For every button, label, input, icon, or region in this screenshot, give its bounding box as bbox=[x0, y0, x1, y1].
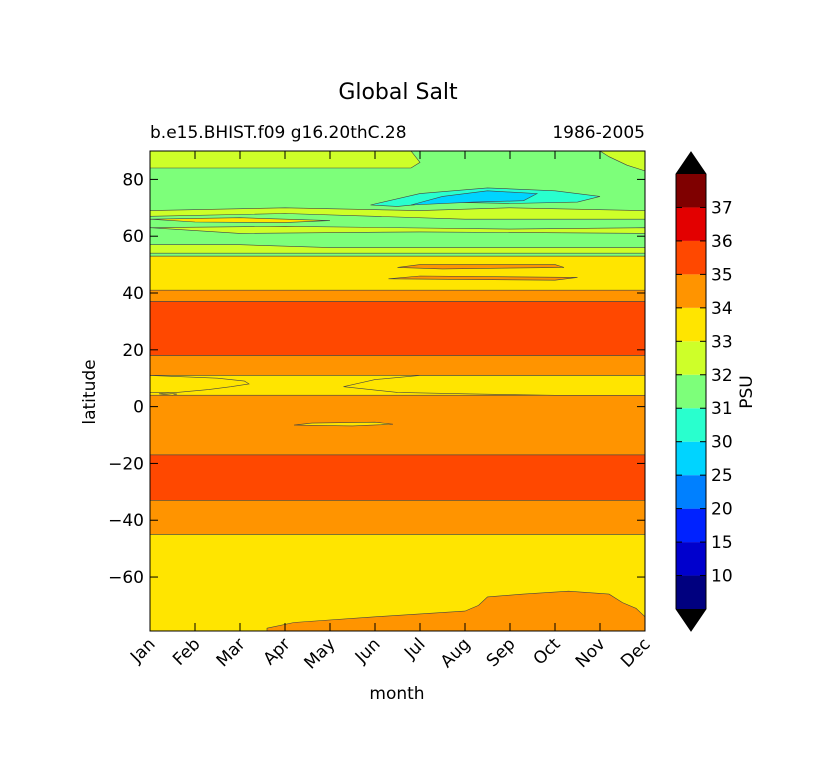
contour-band bbox=[150, 255, 645, 291]
colorbar-tick-label: 33 bbox=[711, 332, 733, 352]
contour-band bbox=[150, 454, 645, 501]
colorbar-segment bbox=[676, 341, 706, 375]
x-tick-label: Jan bbox=[126, 634, 159, 667]
colorbar-tick-label: 32 bbox=[711, 366, 733, 386]
colorbar-segment bbox=[676, 542, 706, 576]
contour-band bbox=[150, 394, 645, 456]
y-tick-label: −20 bbox=[108, 454, 144, 474]
colorbar-segment bbox=[676, 408, 706, 442]
x-tick-label: Sep bbox=[483, 634, 520, 671]
x-tick-label: Dec bbox=[617, 634, 654, 671]
y-tick-label: 60 bbox=[122, 227, 144, 247]
chart-subtitle-left: b.e15.BHIST.f09 g16.20thC.28 bbox=[150, 123, 407, 143]
y-axis-label: latitude bbox=[80, 359, 100, 424]
colorbar-tick-label: 15 bbox=[711, 533, 733, 553]
contour-region-yellow-strip bbox=[150, 207, 645, 220]
colorbar-tick-label: 35 bbox=[711, 265, 733, 285]
contour-fill bbox=[150, 151, 645, 631]
x-tick-label: Feb bbox=[169, 634, 204, 669]
x-tick-label: May bbox=[301, 634, 340, 673]
colorbar: 10 15 20 25 30 31 32 33 34 35 36 37 bbox=[675, 151, 733, 632]
x-tick-label: Jun bbox=[351, 634, 385, 668]
contour-band bbox=[150, 301, 645, 356]
y-tick-label: 40 bbox=[122, 284, 144, 304]
colorbar-extend-min bbox=[676, 609, 706, 631]
contour-band bbox=[150, 500, 645, 535]
colorbar-frame bbox=[675, 151, 707, 632]
contour-region-sliver-2 bbox=[388, 275, 578, 281]
x-tick-label: Aug bbox=[437, 634, 475, 672]
colorbar-segment bbox=[676, 441, 706, 476]
contour-region-cyan bbox=[410, 190, 539, 206]
y-axis: 80 60 40 20 0 −20 −40 −60 bbox=[108, 170, 645, 588]
y-tick-label: 0 bbox=[133, 398, 144, 418]
x-tick-label: Jul bbox=[400, 634, 429, 663]
y-tick-label: −40 bbox=[108, 511, 144, 531]
x-axis-label: month bbox=[369, 684, 424, 704]
y-tick-label: 80 bbox=[122, 170, 144, 190]
colorbar-segment bbox=[676, 240, 706, 275]
contour-region-arctic-yellow-east bbox=[599, 151, 645, 172]
contour-region-tropic-blob bbox=[293, 421, 394, 427]
colorbar-extend-max bbox=[676, 152, 706, 174]
colorbar-segment bbox=[676, 174, 706, 208]
contour-region-yellow-strip-3 bbox=[150, 244, 645, 254]
colorbar-tick-label: 30 bbox=[711, 433, 733, 453]
colorbar-segment bbox=[676, 274, 706, 308]
colorbar-segment bbox=[676, 307, 706, 342]
colorbar-tick-label: 31 bbox=[711, 399, 733, 419]
x-tick-label: Apr bbox=[260, 634, 295, 669]
contour-region-sliver-1 bbox=[397, 264, 565, 270]
colorbar-tick-label: 20 bbox=[711, 500, 733, 520]
chart-subtitle-right: 1986-2005 bbox=[552, 123, 645, 143]
chart-title: Global Salt bbox=[338, 80, 458, 105]
x-tick-label: Nov bbox=[572, 634, 610, 672]
contour-region-yellow-strip-2 bbox=[150, 225, 645, 234]
contour-region-tropic-east bbox=[343, 375, 645, 396]
contour-region-yellow-lens bbox=[150, 217, 331, 223]
colorbar-tick-label: 34 bbox=[711, 299, 733, 319]
y-tick-label: −60 bbox=[108, 568, 144, 588]
colorbar-segment bbox=[676, 207, 706, 241]
colorbar-tick-label: 25 bbox=[711, 466, 733, 486]
colorbar-tick-label: 37 bbox=[711, 198, 733, 218]
colorbar-tick-label: 10 bbox=[711, 567, 733, 587]
y-tick-label: 20 bbox=[122, 341, 144, 361]
x-tick-label: Mar bbox=[213, 634, 250, 671]
colorbar-segment bbox=[676, 508, 706, 543]
contour-region-arctic-yellow-west bbox=[150, 151, 421, 169]
contour-region-south-orange bbox=[266, 590, 645, 631]
contour-band bbox=[150, 355, 645, 376]
colorbar-label: PSU bbox=[737, 375, 757, 409]
plot-frame bbox=[149, 150, 646, 632]
contour-region-tropic-west bbox=[150, 375, 250, 393]
x-tick-label: Oct bbox=[530, 634, 565, 669]
plot-area bbox=[150, 151, 645, 631]
colorbar-segment bbox=[676, 575, 706, 609]
colorbar-segment bbox=[676, 475, 706, 509]
colorbar-tick-label: 36 bbox=[711, 232, 733, 252]
contour-band bbox=[150, 289, 645, 302]
contour-region-tropic-dot bbox=[158, 392, 178, 396]
colorbar-segment bbox=[676, 374, 706, 409]
